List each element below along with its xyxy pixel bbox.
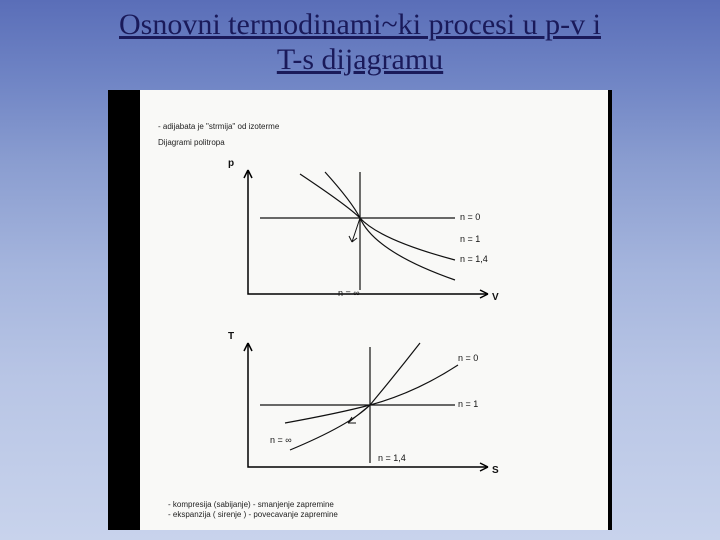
title-line2: T-s dijagramu [277, 43, 443, 76]
curve-n14 [325, 172, 455, 280]
ts-diagram: T S n = 0n = 1n = 1,4n = ∞ [230, 335, 510, 485]
pv-y-axis-label: p [228, 158, 234, 169]
curve-ninf [285, 365, 458, 423]
pv-label-n0: n = 0 [460, 212, 480, 222]
note-adijabata: - adijabata je "strmija" od izoterme [158, 122, 279, 131]
curve-n1 [300, 174, 455, 260]
scanned-page: - adijabata je "strmija" od izoterme Dij… [140, 90, 608, 530]
pv-label-n1: n = 1 [460, 234, 480, 244]
pv-label-ninf: n = ∞ [338, 288, 360, 298]
footer-kompresija: - kompresija (sabijanje) - smanjenje zap… [168, 500, 334, 509]
curve-arrow [349, 218, 360, 242]
pv-diagram: p V n = 0n = 1n = 1,4n = ∞ [230, 162, 510, 312]
ts-label-ninf: n = ∞ [270, 435, 292, 445]
ts-label-n0: n = 0 [458, 353, 478, 363]
footer-ekspanzija: - ekspanzija ( sirenje ) - povecavanje z… [168, 510, 338, 519]
ts-x-axis-label: S [492, 465, 499, 476]
note-dijagrami: Dijagrami politropa [158, 138, 225, 147]
title-line1: Osnovni termodinami~ki procesi u p-v i [119, 8, 601, 41]
pv-label-n14: n = 1,4 [460, 254, 488, 264]
curve-n0 [290, 343, 420, 450]
pv-x-axis-label: V [492, 292, 499, 303]
slide-title: Osnovni termodinami~ki procesi u p-v i T… [0, 0, 720, 81]
ts-label-n1: n = 1 [458, 399, 478, 409]
title-text: Osnovni termodinami~ki procesi u p-v i T… [20, 8, 700, 77]
ts-label-n14: n = 1,4 [378, 453, 406, 463]
figure-frame: - adijabata je "strmija" od izoterme Dij… [108, 90, 612, 530]
ts-y-axis-label: T [228, 331, 234, 342]
